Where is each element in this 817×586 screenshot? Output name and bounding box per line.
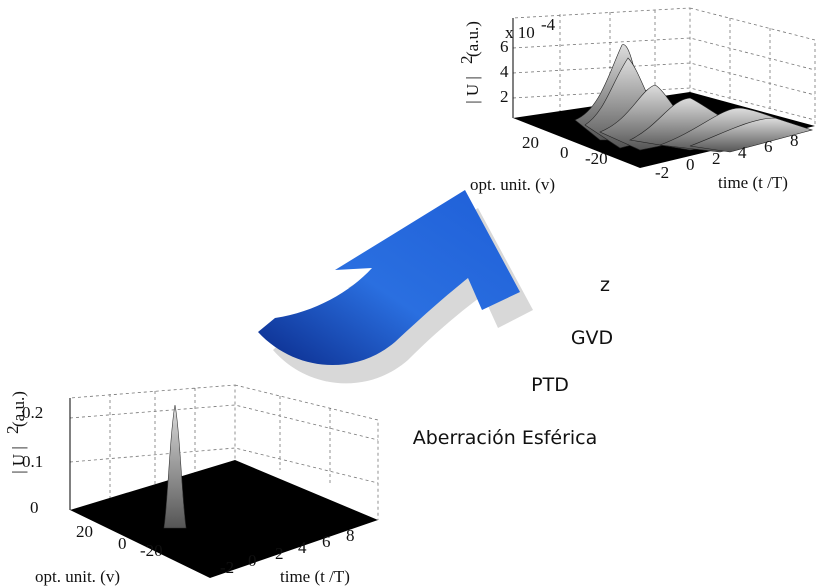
t-tick-label: 6 <box>322 532 331 551</box>
z-tick-label: 2 <box>500 87 509 106</box>
t-axis-label: time (t /T) <box>280 567 350 586</box>
v-tick-label: -20 <box>585 149 608 168</box>
z-tick-label: 0 <box>30 498 39 517</box>
z-axis-label: | U | <box>463 76 482 104</box>
t-tick-label: 8 <box>346 526 355 545</box>
v-tick-label: 0 <box>560 143 569 162</box>
z-tick-label: 4 <box>500 62 509 81</box>
z-axis-label-unit: (a.u.) <box>9 391 28 427</box>
top-plot-frame <box>512 7 816 168</box>
z-tick-label: 0.2 <box>22 403 43 422</box>
t-tick-label: 4 <box>738 143 747 162</box>
arrow <box>258 190 533 384</box>
v-tick-label: -20 <box>140 541 163 560</box>
v-tick-label: 0 <box>118 534 127 553</box>
z-axis-label-exp: 2 <box>457 56 476 65</box>
v-axis-label: opt. unit. (v) <box>470 175 555 194</box>
t-tick-label: -2 <box>655 163 669 182</box>
v-tick-label: 20 <box>522 133 539 152</box>
z-scale-exp: -4 <box>541 15 556 34</box>
t-axis-label: time (t /T) <box>718 173 788 192</box>
z-axis-label-unit: (a.u.) <box>463 21 482 57</box>
arrow-label: Aberración Esférica <box>413 427 598 449</box>
z-axis-label: | U | <box>9 446 28 474</box>
z-tick-label: 0.1 <box>22 452 43 471</box>
t-tick-label: 2 <box>275 544 284 563</box>
t-tick-label: 0 <box>686 155 695 174</box>
arrow-label: GVD <box>571 327 613 349</box>
v-tick-label: 20 <box>76 522 93 541</box>
t-tick-label: 4 <box>298 538 307 557</box>
z-tick-label: 6 <box>500 37 509 56</box>
t-tick-label: -2 <box>220 558 234 577</box>
z-axis-label-exp: 2 <box>3 426 22 435</box>
arrow-label: PTD <box>531 374 569 396</box>
v-axis-label: opt. unit. (v) <box>35 567 120 586</box>
t-tick-label: 8 <box>790 131 799 150</box>
t-tick-label: 2 <box>712 149 721 168</box>
bottom-plot-frame <box>69 384 379 578</box>
t-tick-label: 0 <box>248 551 257 570</box>
arrow-label: z <box>600 274 610 296</box>
z-scale: x 10 <box>505 23 535 42</box>
t-tick-label: 6 <box>764 137 773 156</box>
